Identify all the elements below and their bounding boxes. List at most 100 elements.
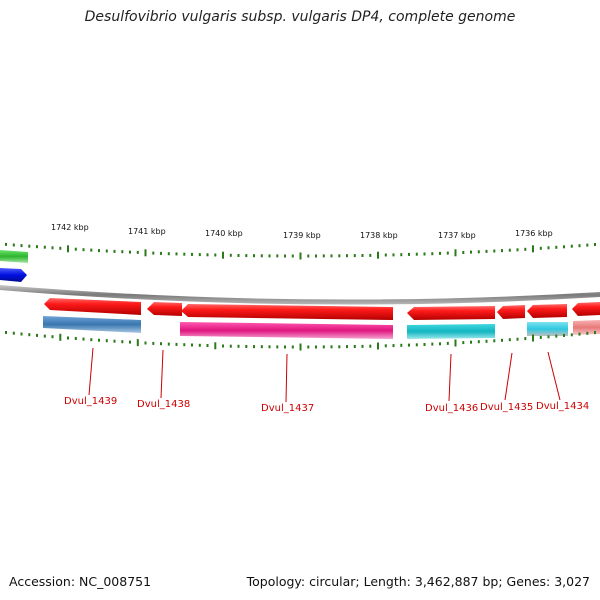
minor-tick-mark: [508, 338, 511, 342]
minor-tick-mark: [392, 253, 395, 257]
minor-tick-mark: [439, 251, 441, 255]
gene-label-dvul-1439[interactable]: Dvul_1439: [64, 396, 117, 407]
minor-tick-mark: [570, 333, 573, 337]
minor-tick-mark: [315, 345, 317, 349]
major-tick-mark: [377, 342, 379, 350]
minor-tick-mark: [191, 343, 193, 347]
minor-tick-mark: [322, 345, 325, 349]
minor-tick-mark: [136, 250, 139, 254]
gene-label-dvul-1437[interactable]: Dvul_1437: [261, 403, 314, 414]
minor-tick-mark: [206, 344, 209, 347]
minor-tick-mark: [284, 345, 286, 349]
minor-tick-mark: [245, 345, 248, 348]
minor-tick-mark: [183, 252, 186, 256]
minor-tick-mark: [315, 254, 317, 258]
gene-label-dvul-1435[interactable]: Dvul_1435: [480, 402, 533, 413]
minor-tick-mark: [206, 253, 209, 257]
minor-tick-mark: [198, 343, 201, 347]
minor-tick-mark: [160, 342, 162, 346]
minor-tick-mark: [291, 345, 294, 349]
minor-tick-mark: [594, 243, 596, 246]
minor-tick-mark: [43, 334, 46, 338]
cds-arrow-dvul-1439[interactable]: [44, 298, 141, 315]
leader-line: [88, 347, 94, 396]
light-cyan-feature[interactable]: [527, 322, 568, 336]
minor-tick-mark: [322, 254, 325, 258]
minor-tick-mark: [183, 343, 186, 347]
minor-tick-mark: [578, 244, 581, 248]
minor-tick-mark: [555, 245, 558, 249]
minor-tick-mark: [98, 338, 100, 342]
gene-label-dvul-1436[interactable]: Dvul_1436: [425, 403, 478, 414]
kbp-axis: 1742 kbp 1741 kbp 1740 kbp 1739 kbp 1738…: [51, 223, 553, 240]
minor-tick-mark: [237, 254, 240, 257]
cds-arrow-dvul-1437[interactable]: [181, 304, 393, 320]
minor-tick-mark: [113, 339, 116, 343]
minor-tick-mark: [237, 344, 240, 348]
minor-tick-mark: [129, 250, 131, 254]
kbp-label: 1736 kbp: [515, 229, 553, 238]
pink-feature[interactable]: [573, 320, 600, 335]
cds-arrow-dvul-1435[interactable]: [497, 305, 525, 319]
genome-title: Desulfovibrio vulgaris subsp. vulgaris D…: [84, 9, 516, 25]
blue-feature[interactable]: [43, 316, 141, 333]
minor-tick-mark: [516, 337, 519, 341]
minor-tick-mark: [508, 248, 511, 252]
minor-tick-mark: [384, 344, 387, 348]
minor-tick-mark: [222, 344, 224, 348]
gene-label-dvul-1434[interactable]: Dvul_1434: [536, 401, 589, 412]
major-tick-mark: [299, 343, 302, 351]
cds-arrow-dvul-1438[interactable]: [147, 302, 182, 316]
minor-tick-mark: [152, 251, 155, 255]
minor-tick-mark: [477, 250, 480, 254]
minor-tick-mark: [20, 332, 23, 336]
kbp-label: 1741 kbp: [128, 227, 166, 236]
minor-tick-mark: [439, 342, 441, 346]
minor-tick-mark: [105, 249, 108, 253]
cds-arrow-dvul-1434[interactable]: [527, 304, 567, 318]
minor-tick-mark: [268, 345, 271, 349]
minor-tick-mark: [524, 247, 527, 251]
minor-tick-mark: [563, 245, 565, 249]
cds-arrow-dvul-1436[interactable]: [407, 306, 495, 320]
major-tick-mark: [299, 252, 302, 260]
minor-tick-mark: [5, 242, 7, 246]
minor-tick-mark: [408, 252, 410, 256]
minor-tick-mark: [408, 343, 410, 347]
minor-tick-mark: [245, 254, 248, 258]
leader-line: [160, 349, 164, 399]
minor-tick-mark: [28, 333, 31, 337]
genome-summary-text: Topology: circular; Length: 3,462,887 bp…: [246, 574, 590, 589]
kbp-label: 1738 kbp: [360, 231, 398, 240]
cds-arrow-next[interactable]: [572, 302, 600, 316]
minor-tick-mark: [121, 340, 124, 344]
gene-label-dvul-1438[interactable]: Dvul_1438: [137, 399, 190, 410]
magenta-feature[interactable]: [180, 322, 393, 339]
minor-tick-mark: [121, 250, 124, 254]
minor-tick-mark: [493, 249, 496, 253]
minor-tick-mark: [98, 249, 100, 253]
leader-line: [285, 353, 288, 403]
minor-tick-mark: [59, 246, 62, 250]
minor-tick-mark: [36, 333, 38, 337]
minor-tick-mark: [198, 253, 201, 257]
minor-tick-mark: [594, 331, 596, 335]
minor-tick-mark: [578, 332, 581, 336]
minor-tick-mark: [307, 254, 310, 258]
minor-tick-mark: [175, 252, 178, 256]
minor-tick-mark: [268, 254, 271, 258]
green-feature[interactable]: [0, 250, 28, 263]
minor-tick-mark: [330, 345, 333, 349]
minor-tick-mark: [276, 345, 279, 349]
major-tick-mark: [222, 251, 224, 259]
minor-tick-mark: [229, 253, 232, 257]
minor-tick-mark: [307, 345, 310, 349]
cyan-feature[interactable]: [407, 324, 495, 339]
minor-tick-mark: [415, 343, 418, 347]
minor-tick-mark: [384, 253, 387, 257]
minor-tick-mark: [152, 341, 155, 345]
minor-tick-mark: [524, 337, 527, 341]
dark-blue-feature[interactable]: [0, 268, 27, 282]
kbp-label: 1739 kbp: [283, 231, 321, 240]
